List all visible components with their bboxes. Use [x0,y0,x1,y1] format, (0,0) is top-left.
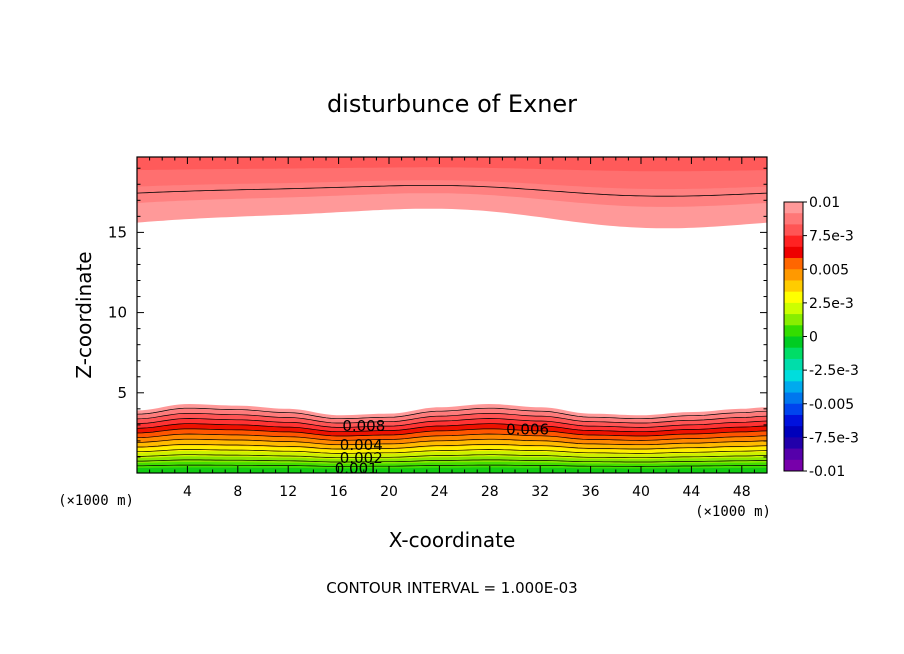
lower-contour-line-2 [137,459,767,463]
lower-contour-line-5 [137,444,767,450]
y-axis-unit: (×1000 m) [58,493,134,509]
y-axis-label: Z-coordinate [72,251,96,378]
colorbar-swatch [784,302,803,315]
contour-label: 0.002 [340,449,383,467]
colorbar-label: -0.005 [809,397,854,413]
contour-label: 0.004 [340,436,383,454]
y-tick-label: 5 [117,384,127,402]
colorbar-swatch [784,258,803,270]
y-tick-label: 10 [108,304,127,322]
x-axis-unit: (×1000 m) [695,504,771,520]
upper-band-3 [137,157,767,172]
upper-contour-line [137,185,767,197]
colorbar-swatch [784,314,803,326]
contour-label: 0.001 [335,459,378,477]
x-tick-label: 32 [531,484,549,500]
colorbar-swatch [784,370,803,382]
colorbar-label: 0.01 [809,195,840,211]
colorbar-swatch [784,358,803,371]
lower-contour-line-12 [137,407,767,420]
colorbar-swatch [784,235,803,248]
x-tick-label: 4 [183,484,192,500]
colorbar-swatch [784,392,803,405]
contour-label: 0.006 [506,420,549,438]
colorbar-swatch [784,448,803,461]
lower-contour-line-3 [137,454,767,459]
colorbar-swatch [784,403,803,416]
colorbar-swatch [784,459,803,472]
colorbar: 0.01 7.5e-3 0.005 2.5e-3 0 -2.5e-3 -0.005 -7.5e… [783,195,859,480]
chart-title: disturbunce of Exner [327,90,577,118]
x-tick-label: 20 [380,484,398,500]
x-tick-label: 28 [481,484,499,500]
colorbar-label: 2.5e-3 [809,296,854,312]
colorbar-label: 0.005 [809,262,849,278]
x-tick-label: 16 [330,484,348,500]
colorbar-label: -7.5e-3 [809,430,859,446]
colorbar-swatch [784,269,803,281]
colorbar-swatch [784,280,803,293]
lower-contour-line-8 [137,428,767,437]
colorbar-label: 7.5e-3 [809,229,854,245]
contour-label: 0.008 [342,417,385,435]
colorbar-swatch [784,414,803,427]
x-tick-label: 40 [632,484,650,500]
y-tick-label: 15 [108,223,127,241]
colorbar-swatch [784,426,803,438]
x-tick-label: 8 [233,484,242,500]
colorbar-label: -0.01 [809,464,845,480]
lower-contour-line-4 [137,449,767,454]
lower-contour-line-9 [137,423,767,433]
contour-interval-note: CONTOUR INTERVAL = 1.000E-03 [326,579,577,597]
colorbar-swatch [784,381,803,393]
lower-contour-line-1 [137,464,767,467]
colorbar-swatch [784,213,803,225]
x-tick-label: 44 [682,484,700,500]
lower-contour-line-6 [137,438,767,446]
x-tick-label: 12 [279,484,297,500]
lower-contour-line-10 [137,418,767,428]
colorbar-swatch [784,325,803,337]
colorbar-swatch [784,202,803,214]
x-axis-label: X-coordinate [389,528,516,552]
colorbar-swatch [784,291,803,304]
x-tick-label: 36 [582,484,600,500]
lower-contour-line-7 [137,433,767,441]
x-tick-label: 48 [733,484,751,500]
colorbar-swatch [784,437,803,449]
x-axis-ticks: 4 8 12 16 20 24 28 32 36 40 44 48 [136,157,768,500]
colorbar-swatch [784,224,803,237]
lower-contour-line-11 [137,412,767,424]
colorbar-label: 0 [809,330,818,346]
colorbar-swatch [784,347,803,360]
x-tick-label: 24 [430,484,448,500]
colorbar-swatch [784,246,803,259]
colorbar-swatch [784,336,803,349]
y-axis-ticks: 5 10 15 [108,167,767,474]
colorbar-label: -2.5e-3 [809,363,859,379]
